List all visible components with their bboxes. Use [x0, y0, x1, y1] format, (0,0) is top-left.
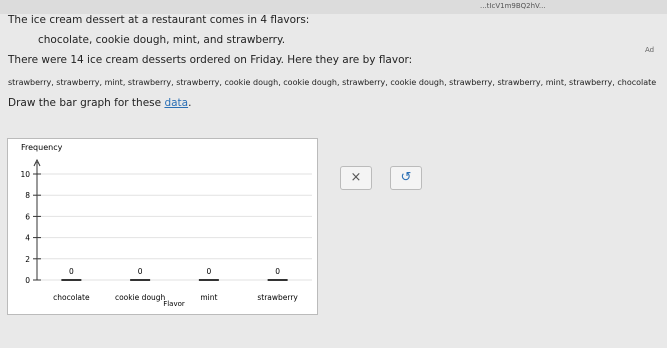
axis-arrow	[33, 158, 41, 167]
x-tick-label: mint	[200, 293, 217, 302]
side-label: Ad	[645, 46, 655, 54]
text: strawberry, strawberry, mint, strawberry…	[8, 78, 657, 87]
value-label: 0	[275, 267, 280, 276]
y-tick-label: 6	[25, 212, 30, 221]
text: .	[188, 97, 192, 109]
value-label: 0	[69, 267, 74, 276]
x-tick-label: chocolate	[53, 293, 90, 302]
y-tick-label: 4	[25, 234, 30, 243]
text: There were 14 ice cream desserts ordered…	[8, 54, 413, 66]
text: chocolate, cookie dough, mint, and straw…	[38, 34, 286, 46]
y-tick-label: 8	[25, 191, 30, 200]
y-axis-label: Frequency	[21, 143, 63, 152]
value-label: 0	[206, 267, 211, 276]
browser-bar	[0, 0, 667, 14]
graph[interactable]: Frequency Flavor 0 2 4 6 8 10 chocolate 0 cookie…	[7, 138, 319, 318]
text: Draw the bar graph for these data.	[8, 97, 191, 109]
text: Draw the bar graph for these	[8, 97, 162, 109]
link[interactable]: data	[164, 97, 189, 109]
y-tick-label: 0	[25, 276, 30, 285]
undo-button[interactable]: ↺	[390, 166, 422, 190]
value-label: 0	[138, 267, 143, 276]
url[interactable]: ...tIcV1m9BQ2hV...	[480, 2, 546, 10]
x-tick-label: strawberry	[257, 293, 298, 302]
y-tick-label: 2	[25, 255, 30, 264]
text: The ice cream dessert at a restaurant co…	[8, 14, 310, 26]
x-axis-label: Flavor	[163, 300, 185, 308]
y-tick-label: 10	[20, 170, 30, 179]
graph-frame	[7, 138, 318, 315]
x-tick-label: cookie dough	[115, 293, 166, 302]
clear-button[interactable]: ×	[340, 166, 372, 190]
